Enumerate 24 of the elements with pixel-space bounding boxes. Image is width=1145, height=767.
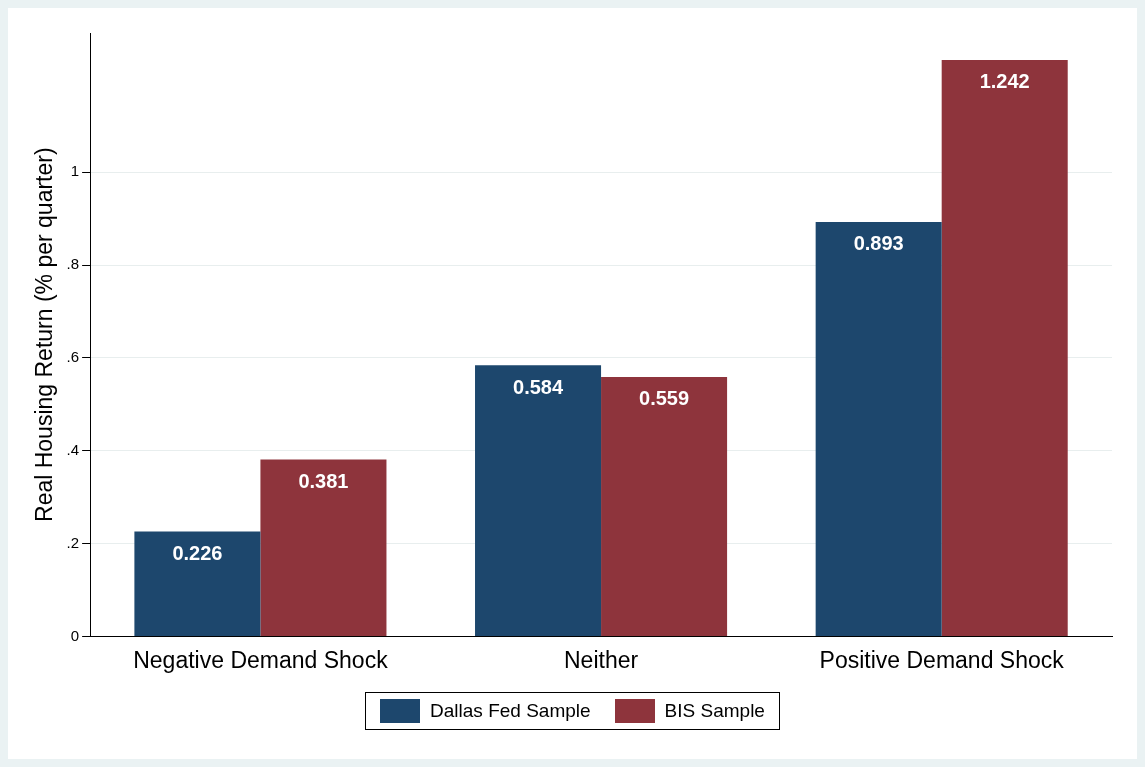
- legend-label: BIS Sample: [664, 700, 765, 722]
- bar: [941, 59, 1068, 636]
- data-label: 0.559: [639, 387, 690, 410]
- bar: [815, 221, 942, 636]
- y-tick-label: .8: [66, 255, 80, 273]
- y-tick-label: .4: [66, 440, 80, 458]
- y-tick-label: 1: [70, 162, 80, 180]
- x-tick-label: Negative Demand Shock: [133, 646, 389, 673]
- x-tick-label: Positive Demand Shock: [819, 646, 1065, 673]
- y-tick-label: .2: [66, 533, 80, 551]
- data-label: 0.584: [513, 375, 564, 398]
- data-label: 1.242: [979, 70, 1030, 93]
- legend-label: Dallas Fed Sample: [430, 700, 591, 722]
- bar: [260, 459, 387, 636]
- y-tick-label: .6: [66, 348, 80, 366]
- data-label: 0.226: [172, 542, 223, 565]
- bar: [475, 365, 602, 636]
- y-axis-title: Real Housing Return (% per quarter): [31, 147, 58, 522]
- y-tick-label: 0: [70, 626, 80, 644]
- bar: [601, 376, 728, 636]
- data-label: 0.381: [298, 470, 349, 493]
- data-label: 0.893: [853, 232, 904, 255]
- x-tick-label: Neither: [563, 646, 639, 673]
- bar: [134, 531, 261, 636]
